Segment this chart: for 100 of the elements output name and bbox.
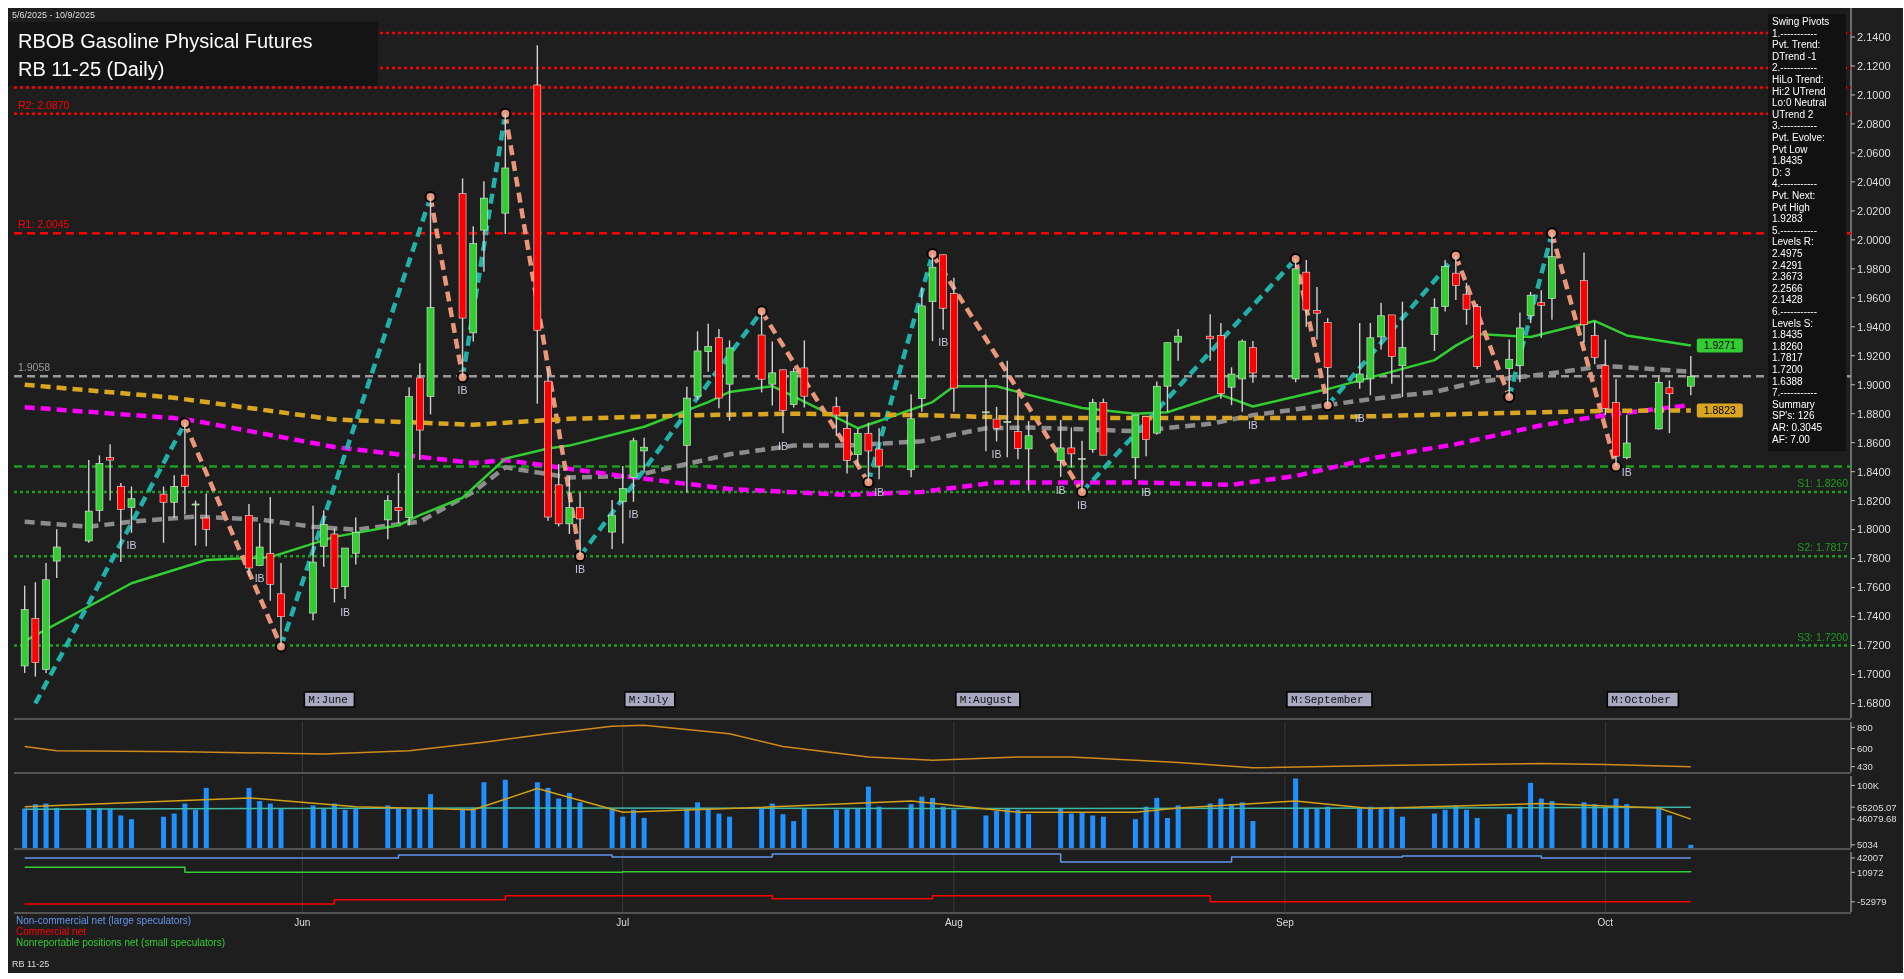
bar <box>705 809 711 848</box>
y-tick-label: 1.9200 <box>1857 349 1891 362</box>
candlestick <box>832 396 841 437</box>
bar <box>876 806 882 848</box>
annotation: 5/6/2025 - 10/9/2025 <box>12 10 96 20</box>
line-series <box>22 402 1694 498</box>
annotation: AF: 7.00 <box>1772 433 1811 445</box>
y-tick-label: 1.7600 <box>1857 581 1891 594</box>
bar <box>577 802 583 848</box>
annotation: 2.1428 <box>1772 294 1804 306</box>
point <box>1289 252 1302 265</box>
y-tick-label: 1.8200 <box>1857 494 1891 507</box>
y-tick-label: 2.1000 <box>1857 88 1891 101</box>
bar <box>983 815 989 848</box>
bar <box>951 809 957 848</box>
bar <box>1581 802 1587 848</box>
bar <box>865 786 871 848</box>
annotation: 1.8435 <box>1772 155 1804 167</box>
bar <box>759 808 765 848</box>
text: RBOB Gasoline Physical Futures <box>18 30 313 52</box>
candlestick <box>768 340 777 407</box>
annotation: 1.8260 <box>1772 340 1804 352</box>
y-tick-label: -52979 <box>1857 896 1887 908</box>
data-label: 1.8823 <box>1703 404 1737 417</box>
bar <box>1656 806 1662 848</box>
candlestick <box>1590 320 1599 365</box>
bar <box>161 816 167 848</box>
bar <box>630 809 636 848</box>
bar <box>1367 806 1373 848</box>
bar <box>1132 819 1138 848</box>
annotation: Levels S: <box>1772 317 1814 329</box>
bar <box>182 803 188 848</box>
bar <box>1164 817 1170 848</box>
annotation: D: 3 <box>1772 166 1791 178</box>
ref-line-label: R1: 2.0045 <box>18 218 70 231</box>
bar <box>566 792 572 848</box>
bar <box>203 787 209 848</box>
ref-line-label: S1: 1.8260 <box>1797 476 1849 489</box>
annotation: Summary <box>1772 398 1815 410</box>
line-series <box>23 724 1692 769</box>
bar <box>833 809 839 848</box>
y-tick-label: 1.6800 <box>1857 697 1891 710</box>
candlestick <box>1313 286 1321 341</box>
data-label: 1.9271 <box>1703 339 1737 352</box>
candlestick <box>159 485 168 544</box>
candlestick <box>1687 355 1695 397</box>
annotation: 1.----------- <box>1772 27 1817 39</box>
y-tick-label: 1.7200 <box>1857 639 1891 652</box>
candlestick <box>608 499 616 550</box>
annotation: IB <box>340 605 351 618</box>
bar <box>86 808 92 848</box>
bar <box>1175 805 1181 848</box>
y-tick-label: 1.7400 <box>1857 610 1891 623</box>
point <box>1321 399 1334 412</box>
annotation: 2.4291 <box>1772 259 1804 271</box>
bar <box>32 804 38 848</box>
bar <box>246 787 252 848</box>
y-tick-label: 1.8600 <box>1857 436 1891 449</box>
bar <box>855 808 861 848</box>
annotation: 7.----------- <box>1772 387 1817 399</box>
text: Commercial net <box>16 926 87 937</box>
annotation: IB <box>991 448 1002 461</box>
candlestick <box>117 482 125 563</box>
y-tick-label: 2.1200 <box>1857 59 1891 72</box>
candlestick <box>1537 289 1546 339</box>
bar <box>1079 812 1085 848</box>
annotation: Pvt. Trend: <box>1772 39 1821 51</box>
y-tick-label: 1.7800 <box>1857 552 1891 565</box>
candlestick <box>1003 360 1012 458</box>
bar <box>481 782 487 848</box>
x-tick-label: Sep <box>1276 917 1295 928</box>
y-tick-label: 1.9600 <box>1857 291 1891 304</box>
y-tick-label: 430 <box>1857 761 1873 773</box>
bar <box>716 813 722 848</box>
annotation: IB <box>457 384 468 397</box>
text: RB 11-25 <box>12 959 50 969</box>
candlestick <box>1024 420 1033 492</box>
annotation: 1.7817 <box>1772 352 1804 364</box>
y-tick-label: 2.0800 <box>1857 117 1891 130</box>
annotation: Lo:0 Neutral <box>1772 97 1827 109</box>
bar <box>171 813 177 848</box>
bar <box>502 779 508 848</box>
bar <box>1239 802 1245 848</box>
candlestick <box>1526 291 1535 324</box>
bar <box>353 807 359 848</box>
bar <box>769 803 775 848</box>
y-tick-label: 10972 <box>1857 866 1884 878</box>
candlestick <box>319 509 328 568</box>
bar <box>620 816 626 848</box>
y-tick-label: 100K <box>1857 779 1880 791</box>
candlestick <box>1174 328 1182 362</box>
bar <box>1528 782 1534 848</box>
candlestick <box>1665 379 1674 434</box>
bar <box>43 803 49 848</box>
point <box>499 107 512 120</box>
annotation: IB <box>1055 483 1066 496</box>
annotation: Pvt Low <box>1772 143 1809 155</box>
bar <box>780 814 786 848</box>
bar <box>1624 804 1630 848</box>
y-tick-label: 5034 <box>1857 839 1879 851</box>
